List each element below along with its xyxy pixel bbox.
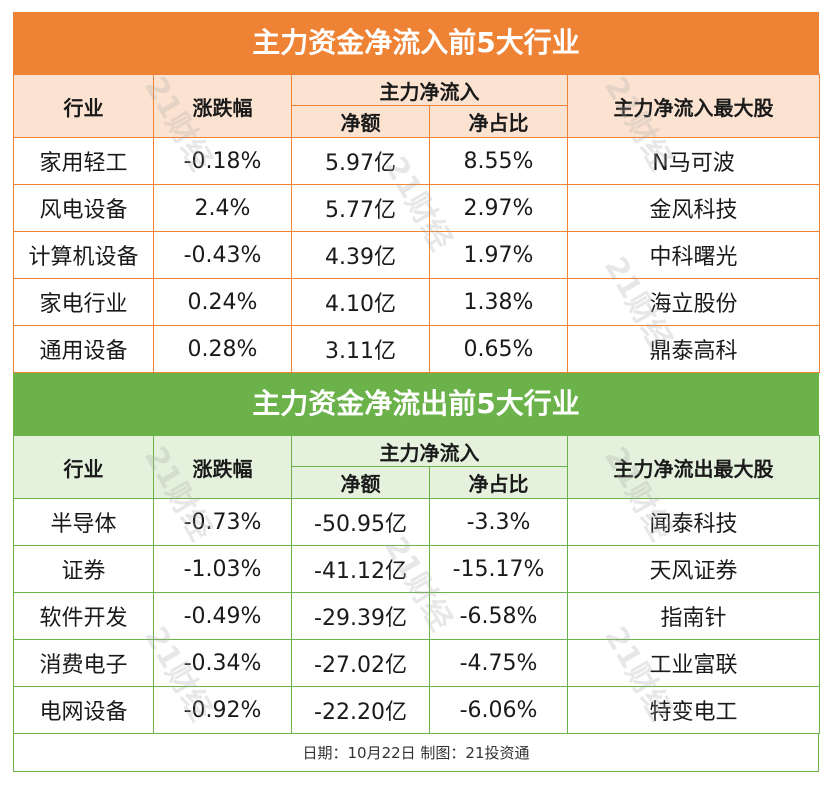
cell-change: -1.03% xyxy=(153,545,292,593)
cell-industry: 电网设备 xyxy=(13,686,154,734)
header-industry: 行业 xyxy=(13,435,154,499)
inflow-title: 主力资金净流入前5大行业 xyxy=(13,12,819,74)
cell-change: -0.34% xyxy=(153,639,292,687)
cell-ratio: 1.97% xyxy=(429,231,568,279)
header-net-amount: 净额 xyxy=(291,466,430,499)
cell-stock: 鼎泰高科 xyxy=(567,325,820,373)
cell-industry: 计算机设备 xyxy=(13,231,154,279)
cell-industry: 通用设备 xyxy=(13,325,154,373)
cell-ratio: 1.38% xyxy=(429,278,568,326)
header-top-stock: 主力净流出最大股 xyxy=(567,435,820,499)
cell-industry: 证券 xyxy=(13,545,154,593)
cell-industry: 风电设备 xyxy=(13,184,154,232)
cell-industry: 软件开发 xyxy=(13,592,154,640)
header-net-ratio: 净占比 xyxy=(429,466,568,499)
cell-change: 0.28% xyxy=(153,325,292,373)
cell-ratio: -4.75% xyxy=(429,639,568,687)
cell-industry: 半导体 xyxy=(13,498,154,546)
cell-change: -0.49% xyxy=(153,592,292,640)
cell-industry: 家用轻工 xyxy=(13,137,154,185)
table-row: 半导体 -0.73% -50.95亿 -3.3% 闻泰科技 xyxy=(13,498,820,546)
cell-amount: -22.20亿 xyxy=(291,686,430,734)
table-row: 软件开发 -0.49% -29.39亿 -6.58% 指南针 xyxy=(13,592,820,640)
cell-ratio: -3.3% xyxy=(429,498,568,546)
cell-amount: -41.12亿 xyxy=(291,545,430,593)
cell-stock: 特变电工 xyxy=(567,686,820,734)
cell-ratio: -15.17% xyxy=(429,545,568,593)
footer-note: 日期：10月22日 制图：21投资通 xyxy=(13,734,819,772)
cell-change: -0.18% xyxy=(153,137,292,185)
fund-flow-card: 主力资金净流入前5大行业 行业 涨跌幅 主力净流入 主力净流入最大股 净额 净占… xyxy=(13,12,820,772)
header-change: 涨跌幅 xyxy=(153,435,292,499)
cell-amount: 4.10亿 xyxy=(291,278,430,326)
cell-ratio: -6.58% xyxy=(429,592,568,640)
table-row: 电网设备 -0.92% -22.20亿 -6.06% 特变电工 xyxy=(13,686,820,734)
cell-amount: 3.11亿 xyxy=(291,325,430,373)
header-change: 涨跌幅 xyxy=(153,74,292,138)
header-net-amount: 净额 xyxy=(291,105,430,138)
cell-stock: N马可波 xyxy=(567,137,820,185)
cell-amount: 5.97亿 xyxy=(291,137,430,185)
cell-change: 2.4% xyxy=(153,184,292,232)
header-net-inflow: 主力净流入 xyxy=(291,435,568,467)
table-row: 计算机设备 -0.43% 4.39亿 1.97% 中科曙光 xyxy=(13,231,820,279)
table-row: 消费电子 -0.34% -27.02亿 -4.75% 工业富联 xyxy=(13,639,820,687)
inflow-table: 行业 涨跌幅 主力净流入 主力净流入最大股 净额 净占比 家用轻工 -0.18%… xyxy=(13,74,820,373)
cell-change: -0.92% xyxy=(153,686,292,734)
cell-stock: 金风科技 xyxy=(567,184,820,232)
cell-change: -0.73% xyxy=(153,498,292,546)
cell-stock: 指南针 xyxy=(567,592,820,640)
cell-change: 0.24% xyxy=(153,278,292,326)
table-row: 通用设备 0.28% 3.11亿 0.65% 鼎泰高科 xyxy=(13,325,820,373)
cell-ratio: -6.06% xyxy=(429,686,568,734)
header-net-inflow: 主力净流入 xyxy=(291,74,568,106)
table-row: 家用轻工 -0.18% 5.97亿 8.55% N马可波 xyxy=(13,137,820,185)
header-top-stock: 主力净流入最大股 xyxy=(567,74,820,138)
cell-stock: 中科曙光 xyxy=(567,231,820,279)
cell-stock: 天风证券 xyxy=(567,545,820,593)
header-industry: 行业 xyxy=(13,74,154,138)
table-row: 风电设备 2.4% 5.77亿 2.97% 金风科技 xyxy=(13,184,820,232)
cell-ratio: 0.65% xyxy=(429,325,568,373)
cell-industry: 消费电子 xyxy=(13,639,154,687)
cell-stock: 工业富联 xyxy=(567,639,820,687)
cell-amount: -27.02亿 xyxy=(291,639,430,687)
cell-amount: -50.95亿 xyxy=(291,498,430,546)
cell-stock: 海立股份 xyxy=(567,278,820,326)
cell-amount: -29.39亿 xyxy=(291,592,430,640)
cell-industry: 家电行业 xyxy=(13,278,154,326)
cell-amount: 5.77亿 xyxy=(291,184,430,232)
header-net-ratio: 净占比 xyxy=(429,105,568,138)
cell-stock: 闻泰科技 xyxy=(567,498,820,546)
cell-amount: 4.39亿 xyxy=(291,231,430,279)
table-row: 家电行业 0.24% 4.10亿 1.38% 海立股份 xyxy=(13,278,820,326)
outflow-title: 主力资金净流出前5大行业 xyxy=(13,373,819,435)
cell-change: -0.43% xyxy=(153,231,292,279)
table-row: 证券 -1.03% -41.12亿 -15.17% 天风证券 xyxy=(13,545,820,593)
outflow-table: 行业 涨跌幅 主力净流入 主力净流出最大股 净额 净占比 半导体 -0.73% … xyxy=(13,435,820,734)
cell-ratio: 8.55% xyxy=(429,137,568,185)
cell-ratio: 2.97% xyxy=(429,184,568,232)
